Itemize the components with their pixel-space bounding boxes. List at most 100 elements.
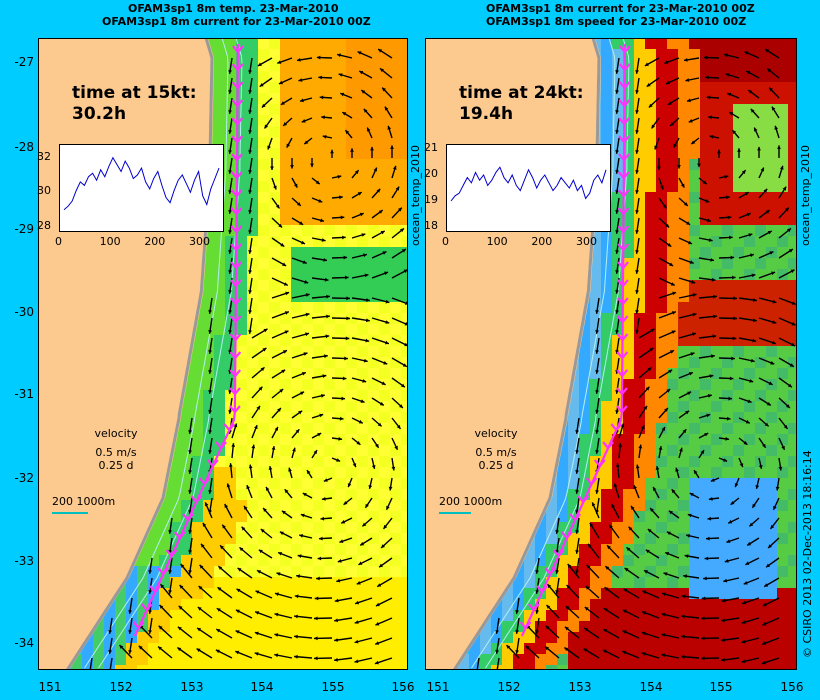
- left-title-2: OFAM3sp1 8m current for 23-Mar-2010 00Z: [102, 15, 371, 28]
- track-chevron: [617, 171, 630, 180]
- track-chevron: [617, 207, 630, 216]
- credit-label: © CSIRO 2013 02-Dec-2013 18:16:14: [801, 450, 814, 658]
- track-chevron: [230, 279, 242, 288]
- track-chevron: [232, 45, 244, 54]
- latitude-tick: -30: [14, 305, 34, 319]
- left-map: [38, 38, 408, 670]
- track-chevron: [157, 567, 170, 576]
- track-chevron: [229, 387, 241, 396]
- track-chevron: [617, 243, 630, 252]
- track-chevron: [616, 315, 629, 324]
- track-chevron: [619, 45, 631, 54]
- left-time-label: time at 15kt:: [72, 83, 197, 103]
- track-chevron: [223, 423, 236, 432]
- right-longitude-tick: 152: [497, 680, 521, 694]
- track-chevron: [618, 99, 631, 108]
- bathymetry-1000m: [485, 38, 630, 669]
- latitude-tick: -33: [14, 554, 34, 568]
- track-chevron: [618, 117, 631, 126]
- left-map-canvas: [38, 38, 408, 670]
- track-chevron: [536, 585, 548, 594]
- right-map-canvas: [425, 38, 797, 670]
- left-velocity-label: velocity: [94, 427, 138, 440]
- track-chevron: [593, 459, 606, 468]
- right-inset-y-tick: 19: [424, 193, 438, 206]
- track-chevron: [527, 603, 540, 612]
- ship-track: [132, 44, 244, 637]
- left-longitude-tick: 152: [109, 680, 133, 694]
- velocity-arrows: [89, 48, 408, 670]
- left-contour-label: 200 1000m: [52, 495, 116, 508]
- track-chevron: [206, 459, 219, 468]
- track-chevron: [229, 333, 242, 342]
- track-chevron: [190, 495, 203, 504]
- track-chevron: [560, 531, 573, 540]
- track-chevron: [215, 441, 227, 450]
- track-chevron: [229, 297, 242, 306]
- track-chevron: [544, 567, 557, 576]
- track-chevron: [616, 351, 629, 360]
- track-chevron: [616, 369, 629, 378]
- track-chevron: [617, 279, 629, 288]
- left-inset-x-tick: 200: [144, 235, 166, 248]
- track-chevron: [617, 225, 630, 234]
- bathymetry-200m: [471, 38, 616, 669]
- right-inset-x-tick: 300: [575, 235, 597, 248]
- track-chevron: [230, 171, 243, 180]
- latitude-tick: -28: [14, 140, 34, 154]
- track-chevron: [231, 81, 244, 90]
- right-longitude-tick: 155: [709, 680, 733, 694]
- track-chevron: [616, 333, 629, 342]
- bathymetry-200m: [84, 38, 229, 669]
- coastline: [452, 38, 601, 670]
- right-velocity-scale: 0.5 m/s: [475, 446, 517, 459]
- track-chevron: [552, 549, 565, 558]
- right-inset-x-tick: 200: [531, 235, 553, 248]
- track-chevron: [618, 135, 630, 144]
- track-chevron: [165, 549, 178, 558]
- track-chevron: [229, 405, 241, 414]
- right-map: [425, 38, 797, 670]
- left-longitude-tick: 153: [180, 680, 204, 694]
- right-longitude-tick: 153: [568, 680, 592, 694]
- track-chevron: [229, 315, 242, 324]
- track-chevron: [132, 621, 145, 630]
- track-chevron: [173, 531, 186, 540]
- track-chevron: [230, 207, 243, 216]
- right-velocity-label: velocity: [474, 427, 518, 440]
- right-time-value: 19.4h: [459, 104, 514, 124]
- track-chevron: [602, 441, 614, 450]
- track-chevron: [149, 585, 161, 594]
- track-chevron: [229, 351, 242, 360]
- right-product-label: ocean_temp_2010: [799, 144, 812, 246]
- left-product-label: ocean_temp_2010: [409, 144, 422, 246]
- latitude-tick: -29: [14, 222, 34, 236]
- left-inset-y-tick: 32: [37, 149, 51, 163]
- left-title-1: OFAM3sp1 8m temp. 23-Mar-2010: [128, 2, 339, 15]
- track-chevron: [569, 513, 581, 522]
- left-inset-series: [63, 156, 220, 211]
- track-chevron: [198, 477, 211, 486]
- track-chevron: [616, 387, 628, 396]
- right-longitude-tick: 151: [426, 680, 450, 694]
- left-inset-x-tick: 0: [55, 235, 62, 248]
- track-chevron: [230, 225, 243, 234]
- left-contour-scalebar: [52, 512, 88, 514]
- latitude-tick: -34: [14, 636, 34, 650]
- left-longitude-tick: 155: [321, 680, 345, 694]
- coastline: [65, 38, 214, 670]
- right-velocity-days: 0.25 d: [478, 459, 514, 472]
- track-chevron: [610, 423, 623, 432]
- track-chevron: [617, 189, 630, 198]
- left-inset-x-tick: 300: [188, 235, 210, 248]
- track-chevron: [140, 603, 153, 612]
- left-inset-x-tick: 100: [99, 235, 121, 248]
- track-chevron: [617, 261, 629, 270]
- latitude-tick: -27: [14, 55, 34, 69]
- right-longitude-tick: 154: [639, 680, 663, 694]
- track-chevron: [616, 405, 628, 414]
- right-contour-scalebar: [439, 512, 471, 514]
- left-velocity-days: 0.25 d: [98, 459, 134, 472]
- track-chevron: [230, 243, 243, 252]
- track-chevron: [618, 81, 631, 90]
